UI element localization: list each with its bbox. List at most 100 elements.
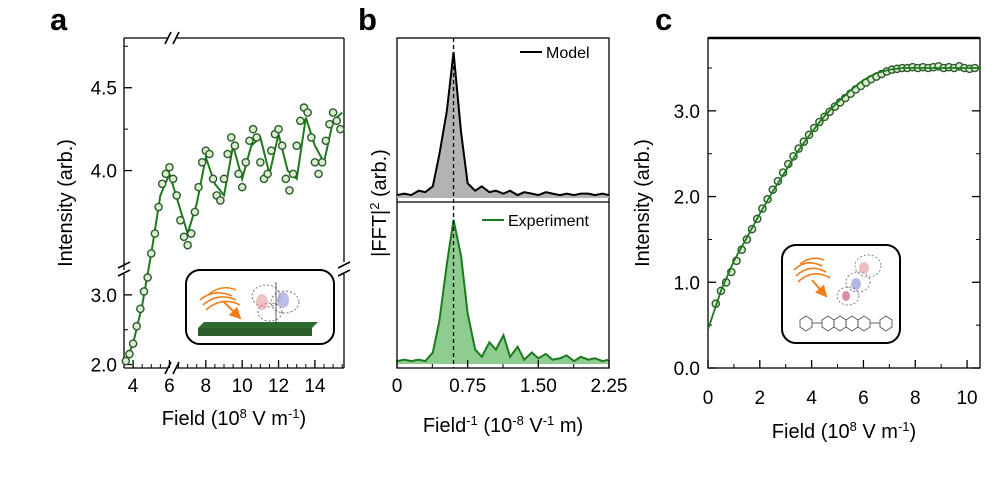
y-tick-label-a: 3.0 <box>91 286 117 307</box>
x-tick-label-b: 2.25 <box>591 376 628 397</box>
y-tick-label-a: 4.0 <box>91 162 117 183</box>
data-point-a <box>277 141 287 151</box>
data-point-a <box>194 182 203 192</box>
x-tick-label-a: 4 <box>128 376 139 397</box>
x-tick-label-b: 1.50 <box>520 376 557 397</box>
legend-b: Model Experiment <box>482 45 590 230</box>
data-point-a <box>146 249 156 258</box>
data-point-a <box>143 273 152 282</box>
data-point-a <box>325 119 334 129</box>
data-point-a <box>332 116 342 126</box>
data-point-a <box>321 136 331 146</box>
data-point-a <box>176 215 185 225</box>
y-tick-label-c: 2.0 <box>674 188 700 209</box>
data-point-a <box>296 116 305 126</box>
plot-frame-b <box>396 37 610 369</box>
data-point-a <box>317 157 327 167</box>
data-point-a <box>136 304 145 314</box>
data-point-a <box>157 179 167 189</box>
y-axis-label-b: |FFT|2 (arb.) <box>367 149 392 257</box>
data-point-a <box>186 229 196 238</box>
data-point-a <box>154 202 163 212</box>
y-tick-label-c: 0.0 <box>674 359 700 380</box>
data-point-a <box>128 339 138 348</box>
panel-letter-c: c <box>655 2 672 37</box>
data-point-a <box>248 124 258 134</box>
legend-label-model: Model <box>546 45 590 62</box>
data-point-a <box>256 157 265 167</box>
fit-line-c <box>707 67 980 330</box>
panel-a: a 4 6 8 10 12 14 4.0 4.5 2.0 3.0 <box>50 2 351 397</box>
y-tick-label-c: 1.0 <box>674 273 700 294</box>
data-point-a <box>234 169 243 179</box>
data-point-a <box>314 169 323 179</box>
fft-fill-model <box>397 52 609 198</box>
legend-label-experiment: Experiment <box>508 213 589 230</box>
x-tick-label-c: 6 <box>858 388 869 409</box>
x-tick-label-c: 4 <box>806 388 817 409</box>
data-point-a <box>168 174 178 184</box>
data-point-a <box>121 356 131 366</box>
data-point-a <box>252 133 262 142</box>
data-point-a <box>285 186 294 195</box>
x-tick-label-a: 12 <box>268 376 289 397</box>
data-point-a <box>336 124 345 134</box>
data-point-a <box>132 321 142 331</box>
data-point-a <box>205 149 214 159</box>
x-tick-label-c: 10 <box>956 388 977 409</box>
x-tick-label-b: 0 <box>392 376 403 397</box>
data-point-a <box>306 133 316 142</box>
data-point-a <box>263 169 272 179</box>
y-tick-label-a: 4.5 <box>91 79 117 100</box>
x-tick-label-c: 8 <box>910 388 921 409</box>
x-tick-label-a: 14 <box>304 376 326 397</box>
data-point-a <box>223 149 232 159</box>
y-axis-label-a: Intensity (arb.) <box>55 139 77 267</box>
x-tick-label-b: 0.75 <box>449 376 486 397</box>
data-point-a <box>172 191 182 200</box>
data-point-a <box>165 162 174 172</box>
data-point-a <box>274 124 283 134</box>
data-point-a <box>208 174 218 184</box>
fft-line-experiment <box>396 219 610 363</box>
data-point-a <box>266 146 276 155</box>
data-point-a <box>245 136 254 146</box>
data-point-a <box>125 349 134 359</box>
x-tick-label-a: 6 <box>164 376 175 397</box>
data-point-a <box>328 108 338 117</box>
x-tick-label-c: 0 <box>703 388 714 409</box>
data-point-a <box>150 229 160 238</box>
panel-letter-a: a <box>50 2 68 37</box>
data-point-a <box>183 240 192 250</box>
data-point-a <box>161 169 171 179</box>
data-point-a <box>219 174 229 184</box>
data-point-a <box>179 232 189 242</box>
data-point-a <box>281 174 291 184</box>
x-axis-label-c: Field (108 V m-1) <box>772 419 916 444</box>
data-point-a <box>292 141 302 151</box>
data-point-a <box>216 196 225 205</box>
data-point-a <box>310 157 320 167</box>
y-axis-label-c: Intensity (arb.) <box>632 139 654 267</box>
data-point-a <box>288 169 298 179</box>
panel-b: b 0 0.75 1.50 2.25 Model Experiment <box>358 2 627 397</box>
y-tick-label-a: 2.0 <box>91 356 117 377</box>
fft-fill-experiment <box>397 220 609 364</box>
data-point-a <box>241 157 251 167</box>
data-point-a <box>237 182 247 192</box>
y-tick-label-c: 3.0 <box>674 102 700 123</box>
x-tick-label-c: 2 <box>755 388 766 409</box>
panel-letter-b: b <box>358 2 377 37</box>
x-axis-label-a: Field (108 V m-1) <box>162 406 306 431</box>
x-tick-label-a: 8 <box>201 376 212 397</box>
data-point-a <box>230 141 240 151</box>
x-axis-label-b: Field-1 (10-8 V-1 m) <box>423 413 583 438</box>
data-point-a <box>197 157 207 167</box>
data-point-a <box>226 133 236 142</box>
inset-c <box>781 244 901 344</box>
panel-c: c 0 2 4 6 8 10 0.0 1.0 2.0 3.0 <box>655 2 981 409</box>
data-point-a <box>139 287 149 296</box>
inset-a <box>185 269 335 345</box>
x-tick-label-a: 10 <box>232 376 253 397</box>
